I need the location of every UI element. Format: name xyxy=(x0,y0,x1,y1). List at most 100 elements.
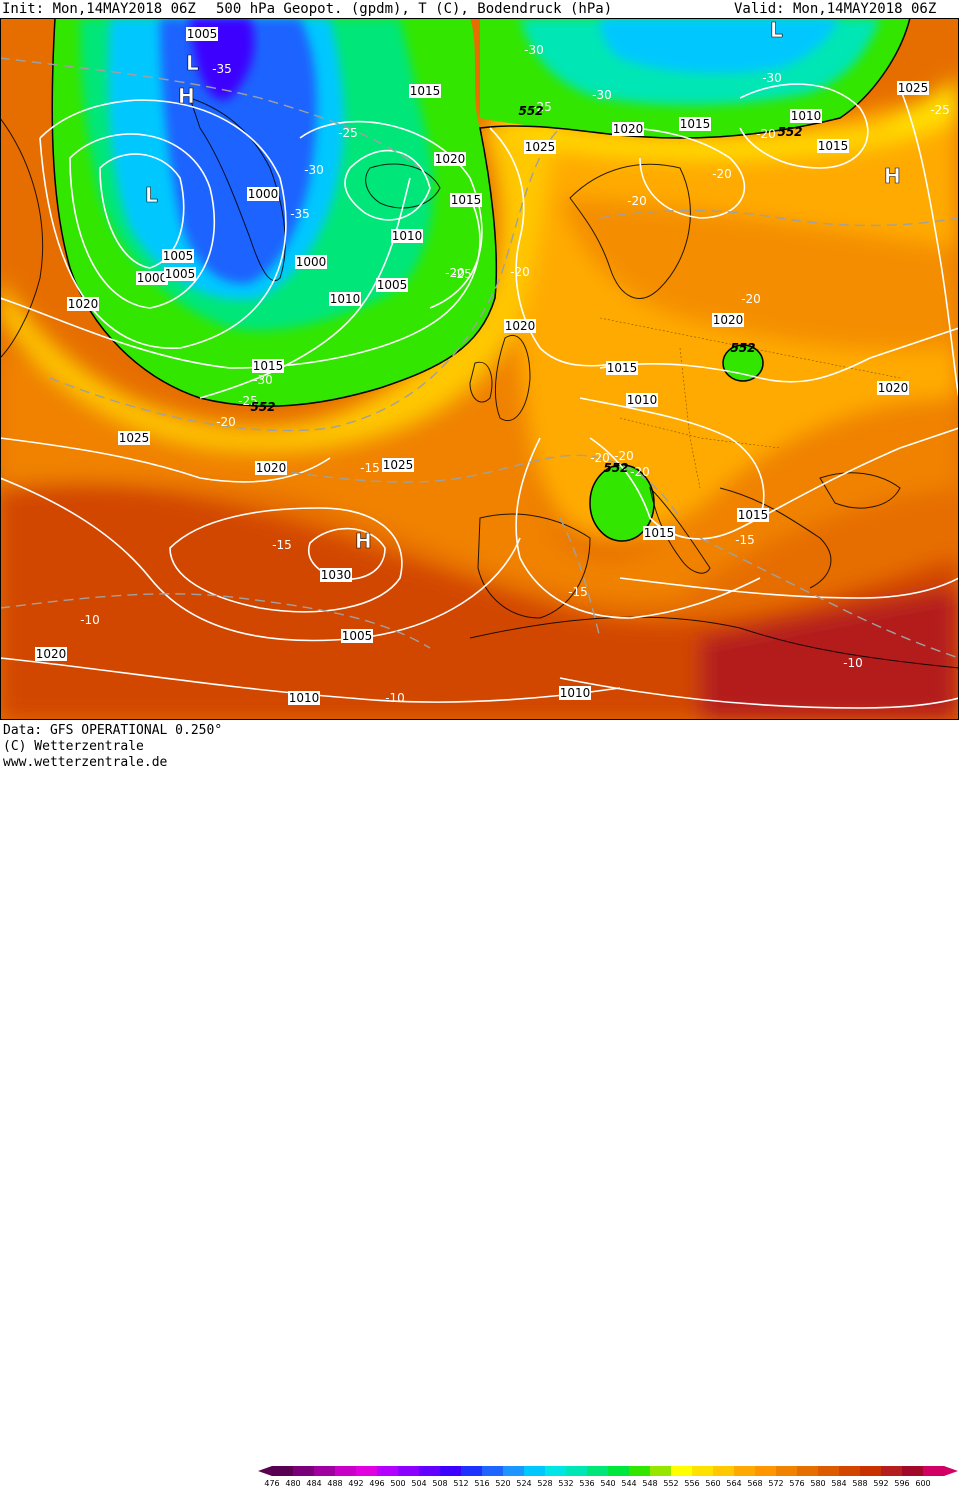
isobar-label-text: 1020 xyxy=(36,647,67,661)
coast-balkans xyxy=(719,487,832,589)
isotherms xyxy=(0,57,959,659)
colorbar-tick-label: 484 xyxy=(306,1479,321,1487)
isotherm-label-text: -15 xyxy=(735,533,755,547)
isotherm-label: -35 xyxy=(290,207,310,221)
isotherm-label: -25 xyxy=(532,100,552,114)
colorbar-tick-label: 556 xyxy=(684,1479,699,1487)
isobars xyxy=(0,83,959,709)
isobar-16 xyxy=(579,397,765,519)
colorbar-tick-label: 588 xyxy=(852,1479,867,1487)
isobar-label-box xyxy=(643,526,675,540)
isotherm-label-text: -10 xyxy=(80,613,100,627)
isobar-label-text: 1020 xyxy=(68,297,99,311)
pressure-centers: L H L L H H xyxy=(145,18,901,553)
colorbar-tick-label: 508 xyxy=(432,1479,447,1487)
isobar-label: 1010 xyxy=(626,393,658,407)
isobar-8 xyxy=(0,437,331,483)
isobar-12 xyxy=(0,477,521,642)
isobar-15 xyxy=(599,327,959,383)
isotherm-label: -25 xyxy=(238,394,258,408)
colorbar-tick-label: 596 xyxy=(894,1479,909,1487)
isotherm-3 xyxy=(0,593,431,649)
geopotential-label: 552 xyxy=(730,341,755,355)
field-blue-low xyxy=(160,18,317,284)
isotherm-label-text: -20 xyxy=(627,194,647,208)
colorbar-tick-label: 504 xyxy=(411,1479,426,1487)
isotherm-label: -30 xyxy=(253,373,273,387)
coast-iberia xyxy=(477,513,591,619)
border-3 xyxy=(679,347,701,489)
colorbar-swatch xyxy=(503,1466,525,1476)
pressure-center-label: H xyxy=(884,164,901,188)
pressure-center-label: H xyxy=(178,84,195,108)
isotherm-label-text: -20 xyxy=(590,451,610,465)
isobar-label-box xyxy=(897,81,929,95)
isobar-label-text: 1005 xyxy=(165,267,196,281)
isotherm-7 xyxy=(699,537,959,659)
coast-britain xyxy=(494,335,531,421)
colorbar-swatch xyxy=(860,1466,882,1476)
isotherm-label: -15 xyxy=(735,533,755,547)
isobar-label-text: 1010 xyxy=(392,229,423,243)
pressure-center-label: L xyxy=(186,51,199,75)
isobar-label-box xyxy=(382,458,414,472)
isobar-label: 1015 xyxy=(450,193,482,207)
isobar-label-text: 1030 xyxy=(321,568,352,582)
isotherm-label-text: -35 xyxy=(290,207,310,221)
colorbar-tick-label: 540 xyxy=(600,1479,615,1487)
isobar-9 xyxy=(169,507,403,613)
colorbar-swatch xyxy=(839,1466,861,1476)
pressure-center-label: L xyxy=(145,183,158,207)
geopotential-label: 552 xyxy=(603,461,628,475)
isobar-label: 1020 xyxy=(35,647,67,661)
isotherm-label-text: -30 xyxy=(762,71,782,85)
isotherm-5 xyxy=(599,209,959,227)
isobar-label-text: 1010 xyxy=(289,691,320,705)
isotherm-label: -10 xyxy=(385,691,405,705)
isobar-label-box xyxy=(409,84,441,98)
colorbar-tick-label: 544 xyxy=(621,1479,636,1487)
isotherm-label-text: -25 xyxy=(930,103,950,117)
colorbar-swatch xyxy=(797,1466,819,1476)
isobar-18 xyxy=(515,437,761,619)
colorbar-tick-label: 512 xyxy=(453,1479,468,1487)
colorbar-swatch xyxy=(377,1466,399,1476)
isobar-label-text: 1000 xyxy=(296,255,327,269)
isobar-label: 1000 xyxy=(247,187,279,201)
map-footer: Data: GFS OPERATIONAL 0.250° (C) Wetterz… xyxy=(0,720,959,1487)
colorbar-swatch xyxy=(356,1466,378,1476)
isotherm-label-text: -25 xyxy=(532,100,552,114)
isobar-3 xyxy=(39,99,287,349)
isobar-label-box xyxy=(504,319,536,333)
isotherm-label-text: -20 xyxy=(630,465,650,479)
isobar-13 xyxy=(489,127,621,367)
map-header: Init: Mon,14MAY2018 06Z 500 hPa Geopot. … xyxy=(0,0,959,18)
colorbar-tick-label: 528 xyxy=(537,1479,552,1487)
colorbar-tick-label: 532 xyxy=(558,1479,573,1487)
field-yellow-north xyxy=(470,78,959,158)
isotherm-label-text: -20 xyxy=(712,167,732,181)
isobar-label-box xyxy=(255,461,287,475)
isobar-label: 1005 xyxy=(186,27,218,41)
geopotential-labels: 552 552 552 552 552 xyxy=(250,104,802,475)
isotherm-label-text: -20 xyxy=(756,127,776,141)
isobar-label: 1020 xyxy=(877,381,909,395)
colorbar-swatch xyxy=(566,1466,588,1476)
geopotential-label: 552 xyxy=(250,400,275,414)
colorbar-tick-label: 552 xyxy=(663,1479,678,1487)
isobar-11 xyxy=(0,657,621,703)
website-link[interactable]: www.wetterzentrale.de xyxy=(3,755,168,770)
init-time: Init: Mon,14MAY2018 06Z xyxy=(2,1,196,17)
colorbar-tick-label: 576 xyxy=(789,1479,804,1487)
colorbar-swatch xyxy=(482,1466,504,1476)
isotherm-label-text: -30 xyxy=(253,373,273,387)
isobar-label-box xyxy=(877,381,909,395)
isobar-label-box xyxy=(376,278,408,292)
isobar-label-box xyxy=(118,431,150,445)
colorbar-swatch xyxy=(734,1466,756,1476)
isobar-20 xyxy=(899,87,959,399)
isobar-label: 1020 xyxy=(612,122,644,136)
isobar-label: 1025 xyxy=(897,81,929,95)
isotherm-label: -30 xyxy=(524,43,544,57)
isotherm-label-text: -25 xyxy=(238,394,258,408)
